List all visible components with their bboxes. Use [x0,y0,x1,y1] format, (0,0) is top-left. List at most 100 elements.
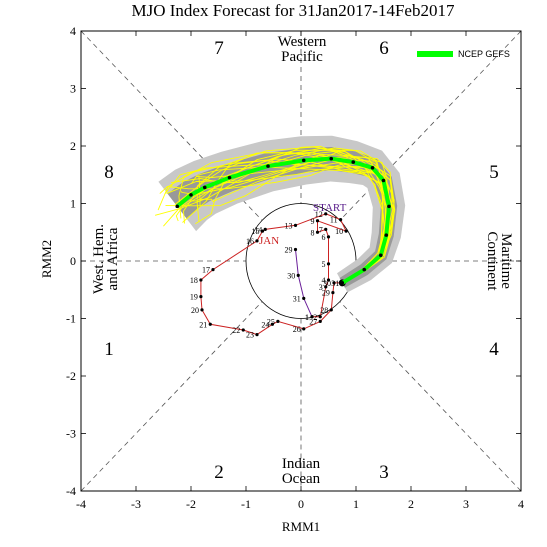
diagonal-guide [80,301,263,492]
phase-label-4: 4 [489,339,499,360]
ensemble-mean-track [175,156,391,285]
observed-prev-point [296,273,300,277]
phase-label-7: 7 [214,38,224,59]
observed-jan-day-label: 5 [322,260,326,269]
y-tick-label: 2 [70,139,76,153]
region-western-pacific-line2: Pacific [281,49,323,65]
ensemble-mean-point [387,204,391,209]
diagonal-guide [339,30,522,221]
observed-jan-day-label: 30 [323,279,331,288]
observed-jan-point [263,227,267,231]
phase-labels: 7 6 8 5 1 4 2 3 Western Pacific Indian O… [91,34,514,487]
region-indian-ocean-line2: Ocean [282,471,321,487]
y-axis-label: RMM2 [39,240,54,278]
ensemble-mean-point [266,164,270,168]
observed-jan-point [241,328,245,332]
observed-prev-day-label: 30 [287,271,295,280]
region-maritime-line1: Maritime [498,233,514,289]
ensemble-mean-point [378,253,383,258]
legend-label: NCEP GEFS [458,49,510,59]
observed-jan-point [344,229,348,233]
start-label: START [313,202,347,214]
y-tick-label: -3 [66,427,76,441]
observed-jan-day-label: 6 [322,233,326,242]
observed-jan-point [211,268,215,272]
observed-jan-point [318,319,322,323]
region-westhem-line2: and Africa [105,227,121,290]
x-tick-label: 1 [353,497,359,511]
x-tick-label: -3 [131,497,141,511]
observed-jan-day-label: 16 [246,237,254,246]
x-tick-label: 0 [298,497,304,511]
observed-jan-day-label: 21 [199,320,207,329]
observed-jan-point [199,295,203,299]
observed-jan-point [208,322,212,326]
ensemble-mean-point [202,185,207,190]
observed-jan-day-label: 24 [261,320,269,329]
ensemble-mean-point [370,166,375,170]
y-tick-label: 0 [70,254,76,268]
ensemble-mean-point [362,267,367,272]
observed-jan-point [331,291,335,295]
observed-jan-day-label: 9 [311,217,315,226]
observed-jan-point [302,327,306,331]
observed-jan-day-label: 27 [309,317,317,326]
diagonal-guide [339,301,522,492]
observed-jan-point [332,281,336,285]
observed-prev-day-label: 1 [305,313,309,322]
phase-label-5: 5 [489,162,499,183]
observed-jan-day-label: 2 [313,313,317,322]
observed-jan-point [329,308,333,312]
region-westhem-line1: West. Hem. [91,224,107,294]
observed-jan-day-label: 15 [252,227,260,236]
observed-jan-day-label: 8 [311,228,315,237]
observed-jan-day-label: 3 [319,283,323,292]
observed-jan-day-label: 12 [315,210,323,219]
observed-jan-point [324,227,328,231]
ensemble-mean-point [384,233,389,237]
region-maritime-line2: Continent [484,231,500,291]
phase-label-1: 1 [104,339,114,360]
observed-jan-point [339,218,343,222]
observed-jan-day-label: 19 [190,293,198,302]
x-tick-label: -1 [241,497,251,511]
ensemble-mean-point [227,175,232,180]
observed-jan-day-label: 25 [267,317,275,326]
ensemble-mean-point [381,178,386,183]
x-tick-label: -2 [186,497,196,511]
observed-jan-point [200,308,204,312]
observed-jan-day-label: 26 [293,325,301,334]
observed-prev-day-label: 29 [285,246,293,255]
plot-area [80,30,522,492]
chart-title: MJO Index Forecast for 31Jan2017-14Feb20… [132,1,455,20]
observed-jan-day-label: 29 [322,289,330,298]
observed-prev-line [295,249,313,318]
observed-jan-point [324,285,328,289]
y-tick-label: -4 [66,484,76,498]
month-label-jan: JAN [259,235,279,247]
observed-prev-point [293,247,298,252]
region-indian-ocean-line1: Indian [282,456,321,472]
observed-jan-point [260,229,265,233]
observed-jan-day-label: 7 [319,225,323,234]
observed-jan-day-label: 23 [246,331,254,340]
x-axis-label: RMM1 [282,519,320,534]
observed-prev-day-label: 31 [293,294,301,303]
observed-jan-point [255,333,259,337]
observed-jan-point [255,239,259,243]
phase-label-8: 8 [104,162,114,183]
observed-jan-day-label: 10 [335,227,343,236]
observed-jan-point [276,319,280,323]
observed-jan-point [270,322,274,326]
legend: NCEP GEFS [417,49,510,59]
observed-jan-day-label: 14 [254,225,262,234]
observed-jan-point [315,219,320,223]
y-tick-label: -2 [66,369,76,383]
phase-label-3: 3 [379,462,389,483]
phase-label-6: 6 [379,38,389,59]
observed-jan-point [326,278,331,282]
y-tick-label: 3 [70,82,76,96]
